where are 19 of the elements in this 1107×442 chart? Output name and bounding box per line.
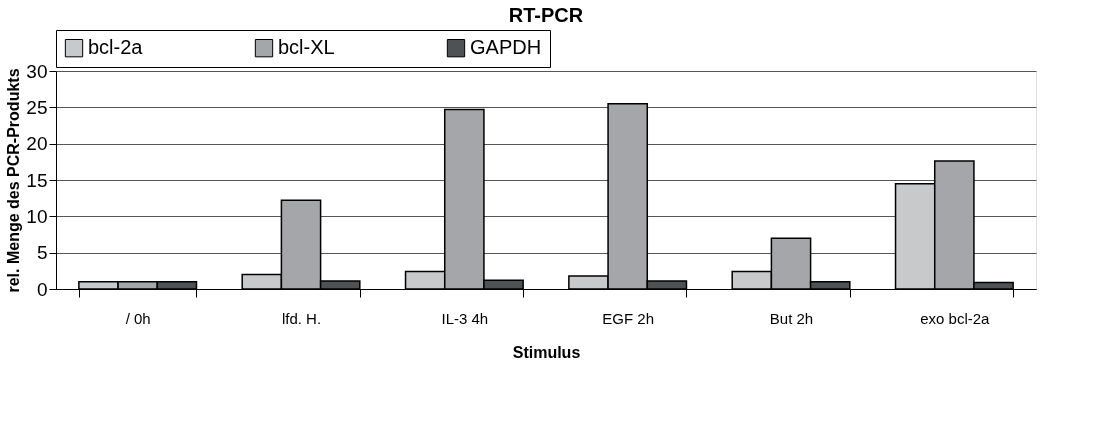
y-tick-label: 25	[26, 96, 48, 118]
x-tick-label: EGF 2h	[602, 309, 655, 327]
y-tick-label: 30	[26, 60, 48, 82]
x-axis-title: Stimulus	[512, 343, 581, 361]
x-tick-label: But 2h	[769, 309, 814, 327]
legend-label: bcl-XL	[278, 36, 335, 59]
x-tick-label: IL-3 4h	[441, 309, 489, 327]
legend-label: GAPDH	[470, 36, 542, 59]
x-tick-label: / 0h	[125, 309, 151, 327]
x-tick-label: lfd. H.	[281, 309, 322, 327]
y-tick-label: 20	[26, 133, 48, 155]
y-tick-label: 10	[26, 205, 48, 227]
y-tick-label: 0	[36, 278, 48, 300]
y-tick-label: 15	[26, 169, 48, 191]
legend-label: bcl-2a	[88, 36, 144, 59]
y-axis-title: rel. Menge des PCR-Produkts	[5, 68, 23, 293]
y-tick-label: 5	[36, 242, 48, 264]
chart-title: RT-PCR	[508, 3, 584, 26]
x-tick-label: exo bcl-2a	[920, 309, 991, 327]
